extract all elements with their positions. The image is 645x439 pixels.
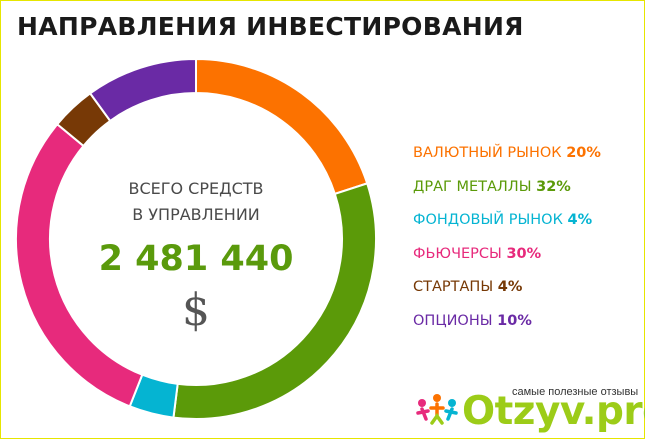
page-title: НАПРАВЛЕНИЯ ИНВЕСТИРОВАНИЯ (17, 12, 524, 41)
legend-percent: 32% (536, 178, 571, 195)
legend-label: ФЬЮЧЕРСЫ (413, 245, 507, 262)
legend-percent: 4% (567, 212, 593, 229)
legend-item-3: ФОНДОВЫЙ РЫНОК 4% (413, 209, 601, 231)
legend-item-5: СТАРТАПЫ 4% (413, 276, 601, 298)
legend-percent: 30% (506, 245, 542, 262)
legend-percent: 10% (497, 312, 532, 329)
people-logo-icon (416, 394, 458, 425)
donut-slice-1 (195, 57, 369, 196)
legend-item-4: ФЬЮЧЕРСЫ 30% (413, 243, 601, 265)
legend-label: ФОНДОВЫЙ РЫНОК (413, 212, 568, 229)
dollar-icon: $ (182, 285, 210, 336)
legend-label: СТАРТАПЫ (413, 279, 498, 296)
donut-center: ВСЕГО СРЕДСТВ В УПРАВЛЕНИИ 2 481 440 $ (96, 176, 296, 337)
donut-slice-6 (88, 57, 197, 123)
legend-item-6: ОПЦИОНЫ 10% (413, 310, 601, 332)
watermark-logo: Otzyv.pro (462, 389, 645, 434)
legend-percent: 20% (566, 145, 601, 161)
donut-chart (15, 57, 377, 420)
legend-item-1: ВАЛЮТНЫЙ РЫНОК 20% (413, 142, 601, 164)
total-amount: 2 481 440 (98, 239, 294, 279)
chart-legend: ВАЛЮТНЫЙ РЫНОК 20% ДРАГ МЕТАЛЛЫ 32% ФОНДОВ… (413, 142, 601, 344)
center-caption-line-2: В УПРАВЛЕНИИ (132, 205, 260, 224)
watermark-tagline: самые полезные отзывы (512, 386, 639, 398)
legend-label: ДРАГ МЕТАЛЛЫ (413, 178, 537, 195)
center-caption-line-1: ВСЕГО СРЕДСТВ (128, 179, 264, 198)
legend-label: ОПЦИОНЫ (413, 312, 498, 329)
legend-item-2: ДРАГ МЕТАЛЛЫ 32% (413, 176, 601, 198)
legend-percent: 4% (497, 279, 523, 296)
legend-label: ВАЛЮТНЫЙ РЫНОК (413, 145, 567, 161)
